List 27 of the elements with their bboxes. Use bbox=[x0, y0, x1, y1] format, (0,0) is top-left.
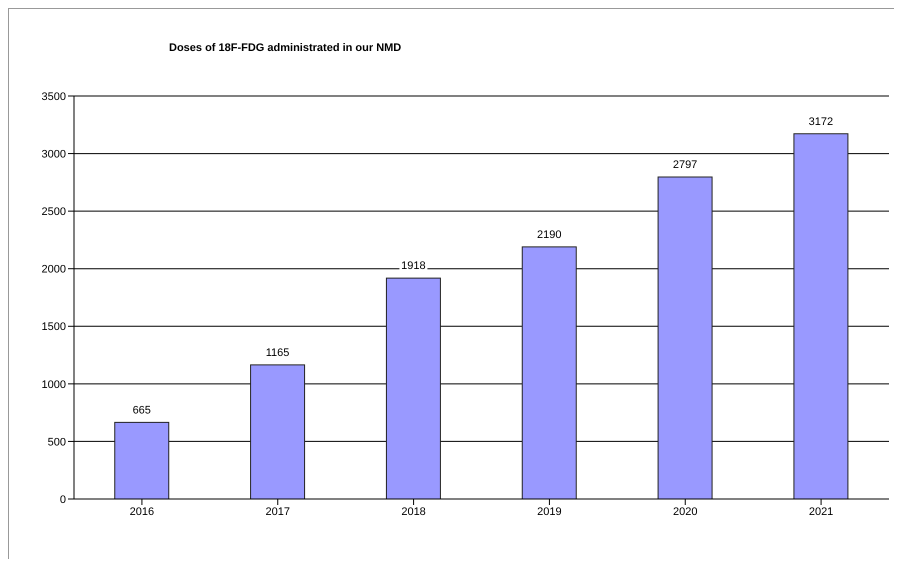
y-tick-label: 3500 bbox=[42, 90, 66, 103]
x-tick-label: 2019 bbox=[537, 506, 562, 518]
bar bbox=[114, 422, 170, 499]
y-tick-label: 0 bbox=[60, 494, 66, 506]
bar bbox=[386, 278, 441, 499]
x-tick-label: 2020 bbox=[673, 506, 698, 518]
x-tick-label: 2018 bbox=[401, 506, 426, 518]
y-tick-label: 1000 bbox=[42, 378, 66, 391]
x-tick-label: 2017 bbox=[266, 506, 290, 518]
bar bbox=[658, 176, 713, 499]
bar bbox=[793, 133, 848, 499]
y-tick-label: 2000 bbox=[42, 264, 66, 276]
data-label: 1165 bbox=[266, 346, 290, 359]
x-tick-label: 2021 bbox=[808, 506, 834, 518]
bar bbox=[522, 246, 577, 499]
data-label: 665 bbox=[132, 404, 151, 416]
data-label: 1918 bbox=[401, 260, 426, 272]
data-label: 3172 bbox=[808, 116, 834, 128]
y-tick-label: 3000 bbox=[42, 148, 66, 160]
bar bbox=[250, 364, 306, 499]
chart-title: Doses of 18F-FDG administrated in our NMD bbox=[169, 42, 402, 54]
y-tick-label: 500 bbox=[48, 436, 66, 448]
data-label: 2190 bbox=[537, 228, 562, 241]
y-tick-label: 1500 bbox=[42, 321, 66, 334]
x-tick-label: 2016 bbox=[130, 506, 154, 518]
data-label: 2797 bbox=[672, 158, 698, 171]
y-tick-label: 2500 bbox=[42, 206, 66, 218]
